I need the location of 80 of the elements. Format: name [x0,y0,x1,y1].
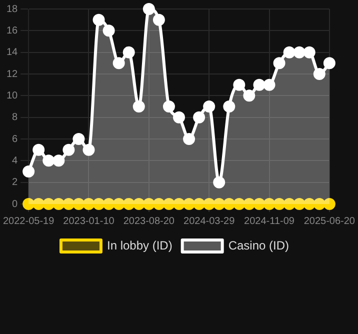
point [92,14,105,26]
y-tick-label: 4 [12,155,18,166]
point [233,78,246,91]
point [22,166,35,178]
point [152,14,165,26]
point [243,90,256,102]
point [142,3,155,15]
point [243,198,256,210]
point [142,198,155,210]
point [62,198,75,210]
point [283,46,296,58]
y-tick-label: 10 [6,90,18,102]
point [203,198,216,210]
point [273,57,286,70]
point [313,68,326,80]
point [323,57,336,70]
point [233,198,246,210]
point [213,176,226,188]
point [223,100,236,112]
point [213,198,226,210]
x-tick-label: 2023-08-20 [123,216,175,227]
point [273,198,286,210]
point [283,198,296,210]
point [183,198,196,210]
point [32,144,45,156]
point [263,198,276,210]
point [32,198,45,210]
point [293,46,306,58]
point [313,198,326,210]
point [112,57,125,70]
point [52,198,65,210]
y-tick-label: 12 [6,68,18,80]
point [42,198,55,210]
point [162,198,175,210]
point [173,198,185,210]
point [303,198,316,210]
y-tick-label: 6 [12,134,18,145]
point [223,198,236,210]
point [263,78,276,91]
point [62,144,75,156]
y-tick-label: 18 [6,4,18,15]
point [303,46,316,58]
point [253,78,266,91]
point [122,46,135,58]
x-tick-label: 2025-06-20 [304,216,356,227]
legend-label: Casino (ID) [228,238,290,252]
point [82,198,95,210]
point [203,100,216,112]
point [92,198,105,210]
point [193,111,206,124]
point [122,198,135,210]
point [102,198,115,210]
x-tick-label: 2024-03-29 [184,216,236,227]
x-tick-label: 2024-11-09 [244,216,295,227]
point [132,100,145,112]
point [132,198,145,210]
legend-label: In lobby (ID) [106,238,172,252]
point [22,198,35,210]
point [323,198,336,210]
point [42,154,55,167]
point [253,198,266,210]
point [52,154,65,167]
x-tick-label: 2023-01-10 [63,216,115,227]
point [112,198,125,210]
point [173,111,185,124]
y-tick-label: 16 [6,25,18,36]
point [102,24,115,37]
y-tick-label: 2 [12,177,18,188]
point [72,198,85,210]
y-tick-label: 8 [12,112,18,124]
y-tick-label: 0 [12,198,18,210]
point [183,133,196,145]
point [152,198,165,210]
point [82,144,95,156]
point [72,133,85,145]
point [193,198,206,210]
x-tick-label: 2022-05-19 [3,216,55,227]
point [162,100,175,112]
point [293,198,306,210]
y-tick-label: 14 [6,47,18,58]
